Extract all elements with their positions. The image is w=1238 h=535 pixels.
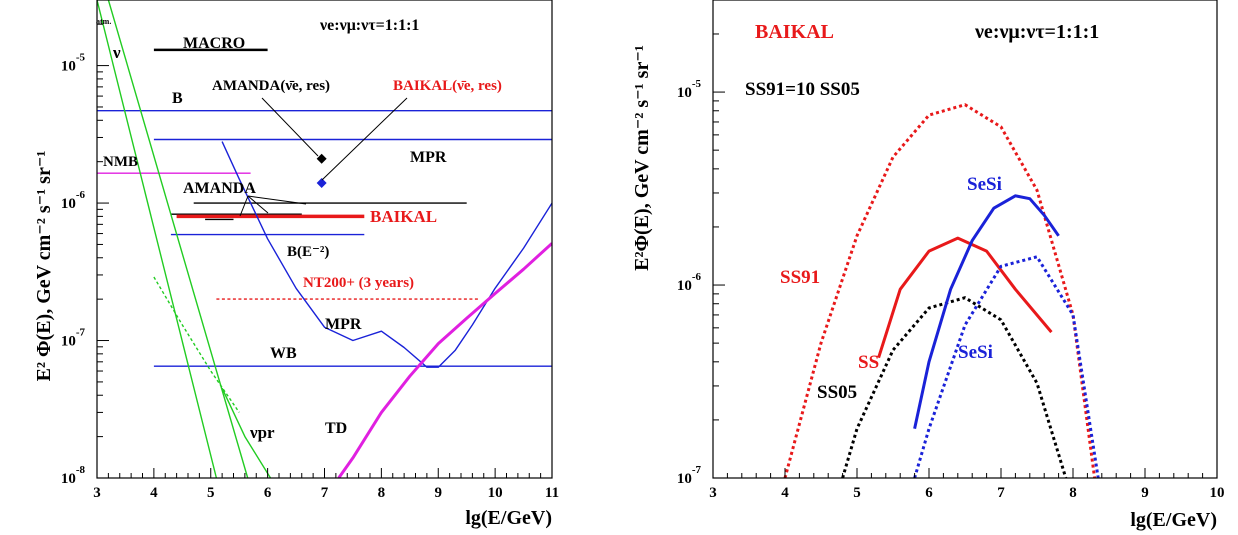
right-x-tick-label: 8 xyxy=(1069,485,1077,501)
left-point-1 xyxy=(316,177,327,188)
left-x-tick-label: 4 xyxy=(150,485,158,501)
right-series-ss05-1 xyxy=(841,296,1068,478)
right-x-axis-label: lg(E/GeV) xyxy=(1130,509,1217,531)
right-x-tick-label: 10 xyxy=(1210,485,1225,501)
left-x-tick-label: 11 xyxy=(545,485,559,501)
right-x-tick-label: 3 xyxy=(709,485,717,501)
right-series-ss91-0 xyxy=(783,103,1097,478)
ss91-label: SS91 xyxy=(780,267,820,288)
left-x-tick-label: 6 xyxy=(264,485,272,501)
left-series--pr-15 xyxy=(221,387,272,478)
left-plot-frame xyxy=(96,0,553,479)
right-y-tick-exponent: -5 xyxy=(692,78,702,90)
wb-label: WB xyxy=(270,345,297,362)
left-ratio-label: νe:νμ:ντ=1:1:1 xyxy=(319,17,419,34)
left-y-tick-exponent: -5 xyxy=(76,52,86,64)
baikal-res-pointer xyxy=(321,97,408,181)
right-y-tick-label: 10-5 xyxy=(677,78,702,101)
left-y-tick-base: 10 xyxy=(61,471,76,487)
left-y-tick-label: 10-5 xyxy=(61,52,86,75)
nu-atm-label: ν xyxy=(112,43,121,62)
right-y-tick-exponent: -7 xyxy=(692,464,702,476)
left-y-tick-exponent: -7 xyxy=(76,327,86,339)
left-point-0 xyxy=(316,153,327,164)
right-y-tick-label: 10-7 xyxy=(677,464,702,487)
sesi-solid-label: SeSi xyxy=(967,174,1002,195)
amanda-res-pointer xyxy=(261,97,319,157)
left-y-tick-base: 10 xyxy=(61,196,76,212)
b-label: B xyxy=(172,90,183,107)
right-plot-frame xyxy=(712,0,1218,479)
right-ratio-label: νe:νμ:ντ=1:1:1 xyxy=(974,21,1099,43)
be2-label: B(E⁻²) xyxy=(287,244,329,260)
baikal-label: BAIKAL xyxy=(370,207,437,226)
mpr-upper-label: MPR xyxy=(410,149,447,166)
ss05-label: SS05 xyxy=(817,382,857,403)
right-series-sesi-3 xyxy=(913,194,1060,430)
left-x-tick-label: 3 xyxy=(93,485,101,501)
right-baikal-label: BAIKAL xyxy=(755,21,834,43)
right-x-tick-label: 6 xyxy=(925,485,933,501)
sesi-dotted-label: SeSi xyxy=(958,342,993,363)
right-y-tick-base: 10 xyxy=(677,471,692,487)
right-series-ss-2 xyxy=(877,236,1053,359)
left-x-tick-label: 8 xyxy=(378,485,386,501)
right-y-tick-base: 10 xyxy=(677,85,692,101)
right-x-tick-label: 9 xyxy=(1141,485,1149,501)
baikal-res-label: BAIKAL(ν̄e, res) xyxy=(393,78,502,94)
ss-relation-label: SS91=10 SS05 xyxy=(745,79,860,100)
left-x-tick-label: 5 xyxy=(207,485,215,501)
left-x-tick-label: 10 xyxy=(488,485,503,501)
amanda-pointer-1 xyxy=(247,195,307,205)
left-series--dotted-16 xyxy=(153,276,240,413)
ss-label: SS xyxy=(858,352,879,373)
amanda-label: AMANDA xyxy=(183,180,256,197)
mpr-lower-label: MPR xyxy=(325,316,362,333)
left-y-axis-label: E² Φ(E), GeV cm⁻² s⁻¹ sr⁻¹ xyxy=(33,151,55,382)
right-y-tick-label: 10-6 xyxy=(677,271,702,294)
nt200-label: NT200+ (3 years) xyxy=(303,275,414,291)
amanda-res-label: AMANDA(ν̄e, res) xyxy=(212,78,330,94)
left-series--atm--13 xyxy=(97,0,218,478)
right-y-tick-exponent: -6 xyxy=(692,271,702,283)
right-series-sesi-4 xyxy=(913,255,1100,478)
left-y-tick-exponent: -6 xyxy=(76,189,86,201)
atm-label: atm. xyxy=(96,17,111,26)
right-y-axis-label: E²Φ(E), GeV cm⁻² s⁻¹ sr⁻¹ xyxy=(631,45,653,271)
right-x-tick-label: 7 xyxy=(997,485,1005,501)
amanda-pointer-2 xyxy=(247,195,269,214)
left-series-mpr-11 xyxy=(221,141,552,368)
left-y-tick-label: 10-7 xyxy=(61,327,86,350)
left-y-tick-label: 10-8 xyxy=(61,464,86,487)
left-x-axis-label: lg(E/GeV) xyxy=(465,507,552,529)
right-x-tick-label: 5 xyxy=(853,485,861,501)
left-y-tick-exponent: -8 xyxy=(76,464,86,476)
left-x-tick-label: 7 xyxy=(321,485,329,501)
nu-pr-label: νpr xyxy=(249,423,275,442)
nmb-label: NMB xyxy=(103,154,138,170)
right-x-tick-label: 4 xyxy=(781,485,789,501)
td-label: TD xyxy=(325,420,347,437)
macro-label: MACRO xyxy=(183,35,245,52)
left-series--atm--14 xyxy=(107,0,249,478)
right-y-tick-base: 10 xyxy=(677,278,692,294)
amanda-pointer-3 xyxy=(239,195,249,217)
left-y-tick-label: 10-6 xyxy=(61,189,86,212)
left-x-tick-label: 9 xyxy=(435,485,443,501)
left-y-tick-base: 10 xyxy=(61,334,76,350)
left-y-tick-base: 10 xyxy=(61,59,76,75)
left-series-td-12 xyxy=(337,242,552,478)
